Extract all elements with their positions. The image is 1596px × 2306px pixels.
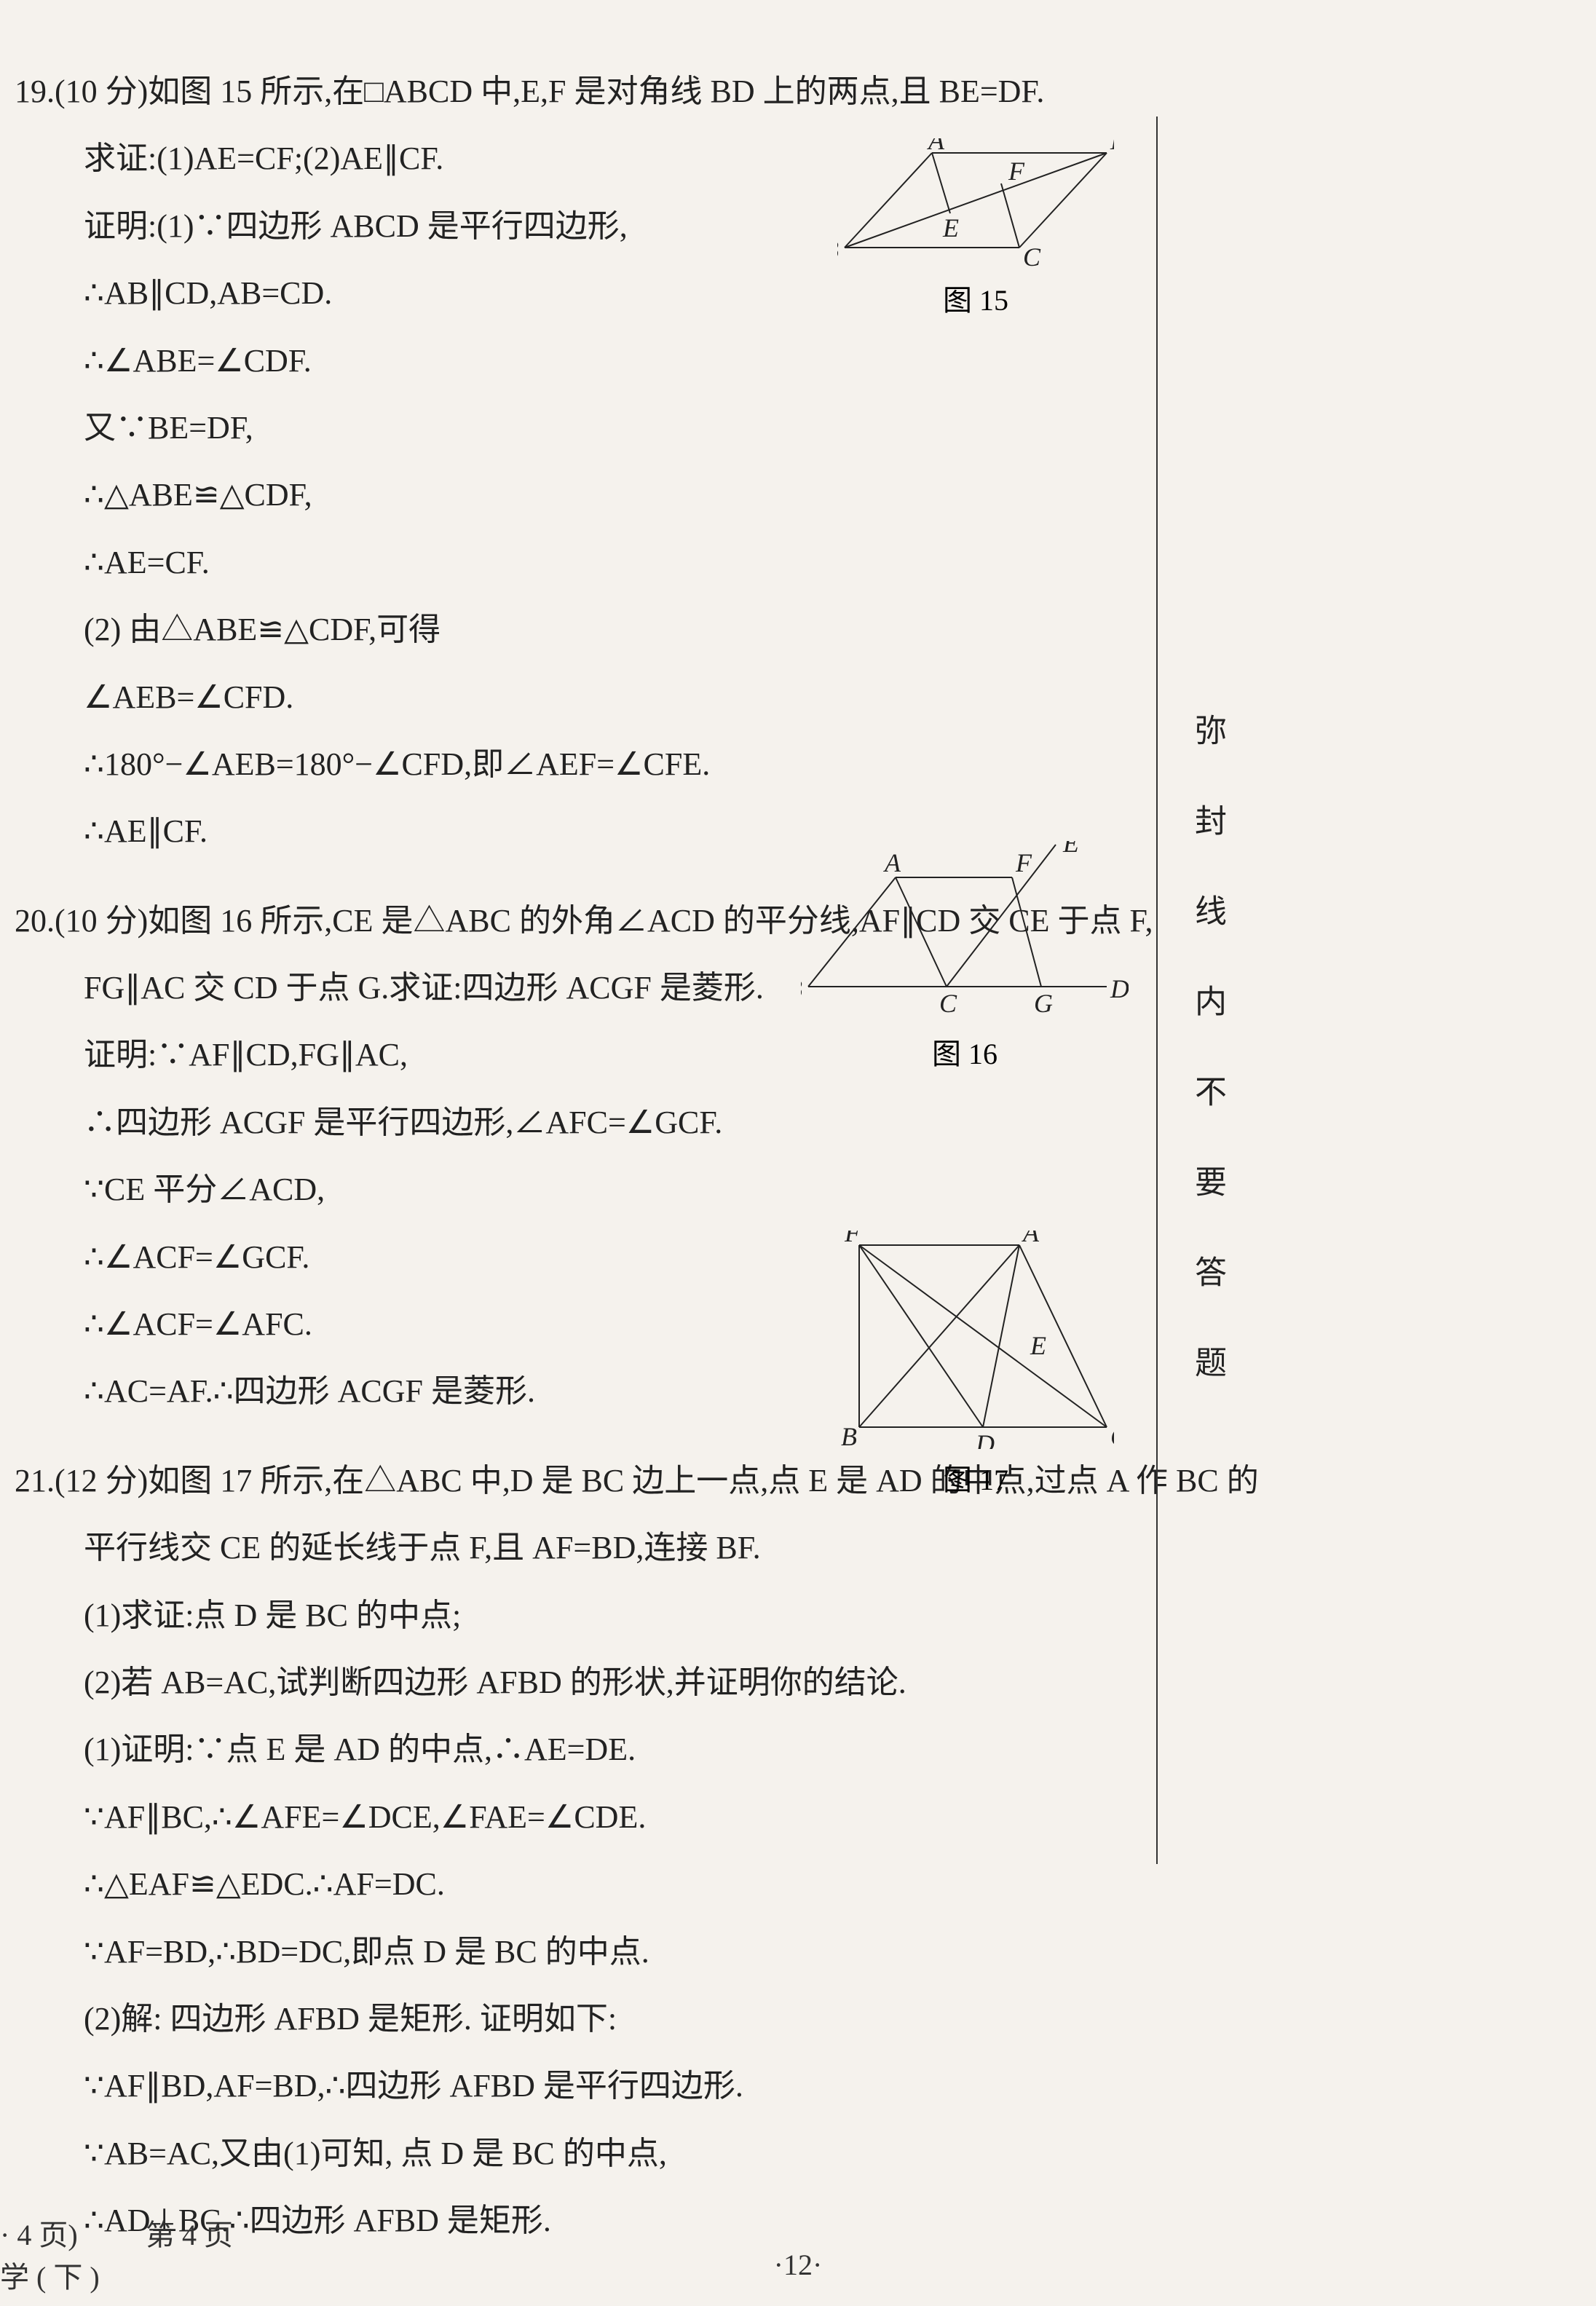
problem-20-line: ∴AC=AF.∴四边形 ACGF 是菱形. (15, 1358, 1362, 1425)
problem-19-line: ∴AE=CF. (15, 529, 1362, 596)
problem-19-line: 证明:(1)∵四边形 ABCD 是平行四边形, (15, 193, 1362, 260)
problem-21-line: (2)若 AB=AC,试判断四边形 AFBD 的形状,并证明你的结论. (15, 1649, 1362, 1716)
figure-16-svg: A F B C G D E (801, 841, 1129, 1023)
problem-19-line: 求证:(1)AE=CF;(2)AE∥CF. (15, 125, 1362, 192)
svg-text:D: D (1110, 974, 1129, 1003)
problem-19-line: ∴△ABE≌△CDF, (15, 462, 1362, 529)
problem-19: 19.(10 分)如图 15 所示,在□ABCD 中,E,F 是对角线 BD 上… (15, 58, 1362, 866)
svg-text:E: E (1062, 841, 1079, 858)
problem-21: 21.(12 分)如图 17 所示,在△ABC 中,D 是 BC 边上一点,点 … (15, 1448, 1362, 2255)
figure-17: F A B D C E 图 17 (837, 1231, 1114, 1498)
svg-text:E: E (942, 213, 959, 242)
problem-20-header: 20.(10 分)如图 16 所示,CE 是△ABC 的外角∠ACD 的平分线,… (15, 888, 1362, 955)
problem-19-line: ∴∠ABE=∠CDF. (15, 328, 1362, 395)
svg-text:C: C (1023, 242, 1041, 269)
problem-19-line: ∠AEB=∠CFD. (15, 664, 1362, 731)
svg-text:F: F (1015, 848, 1032, 877)
svg-text:C: C (1110, 1422, 1114, 1449)
svg-text:G: G (1034, 989, 1053, 1018)
svg-text:B: B (801, 974, 802, 1003)
problem-20-line: ∴四边形 ACGF 是平行四边形,∠AFC=∠GCF. (15, 1089, 1362, 1156)
problem-19-line: ∴AE∥CF. (15, 798, 1362, 865)
separator-line (1156, 117, 1158, 1864)
svg-text:A: A (883, 848, 901, 877)
problem-20-line: FG∥AC 交 CD 于点 G.求证:四边形 ACGF 是菱形. (15, 955, 1362, 1022)
svg-text:E: E (1030, 1331, 1046, 1360)
problem-19-line: ∴180°−∠AEB=180°−∠CFD,即∠AEF=∠CFE. (15, 731, 1362, 798)
problem-20-line: ∵CE 平分∠ACD, (15, 1156, 1362, 1223)
figure-15-caption: 图 15 (837, 277, 1114, 319)
problem-21-line: ∴△EAF≌△EDC.∴AF=DC. (15, 1851, 1362, 1918)
problem-19-line: 又∵BE=DF, (15, 395, 1362, 462)
problem-20-line: 证明:∵AF∥CD,FG∥AC, (15, 1022, 1362, 1089)
problem-21-header: 21.(12 分)如图 17 所示,在△ABC 中,D 是 BC 边上一点,点 … (15, 1448, 1362, 1515)
figure-17-svg: F A B D C E (837, 1231, 1114, 1449)
svg-text:A: A (1022, 1231, 1040, 1247)
svg-text:B: B (841, 1422, 857, 1449)
problem-20-line: ∴∠ACF=∠AFC. (15, 1291, 1362, 1358)
svg-text:F: F (844, 1231, 861, 1247)
problem-21-line: ∵AF∥BC,∴∠AFE=∠DCE,∠FAE=∠CDE. (15, 1784, 1362, 1851)
problem-21-line: ∵AF∥BD,AF=BD,∴四边形 AFBD 是平行四边形. (15, 2053, 1362, 2120)
footer-center: ·12· (774, 2248, 823, 2282)
problem-19-line: ∴AB∥CD,AB=CD. (15, 260, 1362, 327)
problem-21-line: (1)求证:点 D 是 BC 的中点; (15, 1582, 1362, 1649)
svg-text:A: A (927, 138, 945, 155)
svg-text:D: D (1110, 138, 1114, 155)
problem-19-header: 19.(10 分)如图 15 所示,在□ABCD 中,E,F 是对角线 BD 上… (15, 58, 1362, 125)
footer-page4: 第 4 页 (146, 2211, 233, 2254)
problem-21-line: ∵AF=BD,∴BD=DC,即点 D 是 BC 的中点. (15, 1919, 1362, 1986)
footer-left: · 4 页) 学 ( 下 ) (0, 2211, 100, 2296)
footer-left-top: · 4 页) (0, 2211, 100, 2254)
figure-16-caption: 图 16 (801, 1030, 1129, 1073)
margin-note: 弥封线内不要答题 (1184, 714, 1230, 1436)
problem-21-line: (2)解: 四边形 AFBD 是矩形. 证明如下: (15, 1986, 1362, 2053)
figure-15-svg: A D B C E F (837, 138, 1114, 269)
problem-21-line: ∵AB=AC,又由(1)可知, 点 D 是 BC 的中点, (15, 2120, 1362, 2187)
footer-left-bottom: 学 ( 下 ) (0, 2254, 100, 2296)
figure-16: A F B C G D E 图 16 (801, 841, 1129, 1073)
problem-21-line: 平行线交 CE 的延长线于点 F,且 AF=BD,连接 BF. (15, 1515, 1362, 1582)
svg-text:C: C (939, 989, 957, 1018)
problem-20: 20.(10 分)如图 16 所示,CE 是△ABC 的外角∠ACD 的平分线,… (15, 888, 1362, 1426)
svg-text:B: B (837, 235, 839, 264)
figure-15: A D B C E F 图 15 (837, 138, 1114, 319)
svg-text:F: F (1008, 157, 1025, 186)
problem-19-line: (2) 由△ABE≌△CDF,可得 (15, 596, 1362, 663)
problem-20-line: ∴∠ACF=∠GCF. (15, 1224, 1362, 1291)
problem-21-line: (1)证明:∵点 E 是 AD 的中点,∴AE=DE. (15, 1716, 1362, 1783)
svg-text:D: D (975, 1429, 995, 1449)
figure-17-caption: 图 17 (837, 1456, 1114, 1498)
